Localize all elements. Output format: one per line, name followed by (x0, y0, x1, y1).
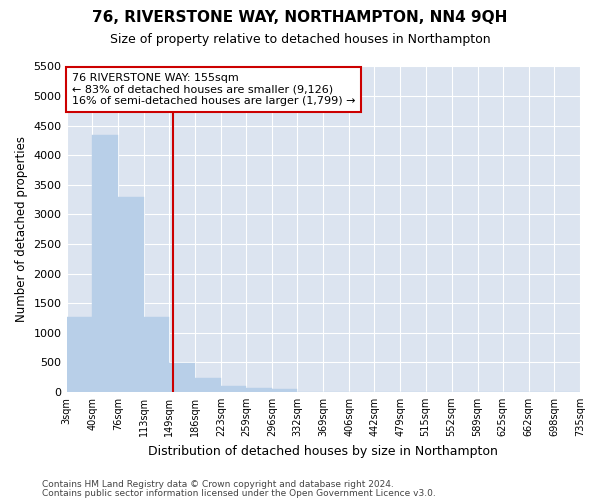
Text: Contains public sector information licensed under the Open Government Licence v3: Contains public sector information licen… (42, 488, 436, 498)
Bar (92, 134, 118, 392)
X-axis label: Distribution of detached houses by size in Northampton: Distribution of detached houses by size … (148, 444, 498, 458)
Bar (221, 386, 246, 392)
Bar (144, 316, 169, 392)
Bar (118, 196, 144, 392)
Bar (246, 388, 272, 392)
Bar (67, 316, 92, 392)
Text: 76 RIVERSTONE WAY: 155sqm
← 83% of detached houses are smaller (9,126)
16% of se: 76 RIVERSTONE WAY: 155sqm ← 83% of detac… (71, 73, 355, 106)
Y-axis label: Number of detached properties: Number of detached properties (15, 136, 28, 322)
Bar (195, 378, 221, 392)
Bar (272, 389, 298, 392)
Text: Contains HM Land Registry data © Crown copyright and database right 2024.: Contains HM Land Registry data © Crown c… (42, 480, 394, 489)
Text: Size of property relative to detached houses in Northampton: Size of property relative to detached ho… (110, 32, 490, 46)
Bar (169, 363, 195, 392)
Text: 76, RIVERSTONE WAY, NORTHAMPTON, NN4 9QH: 76, RIVERSTONE WAY, NORTHAMPTON, NN4 9QH (92, 10, 508, 25)
